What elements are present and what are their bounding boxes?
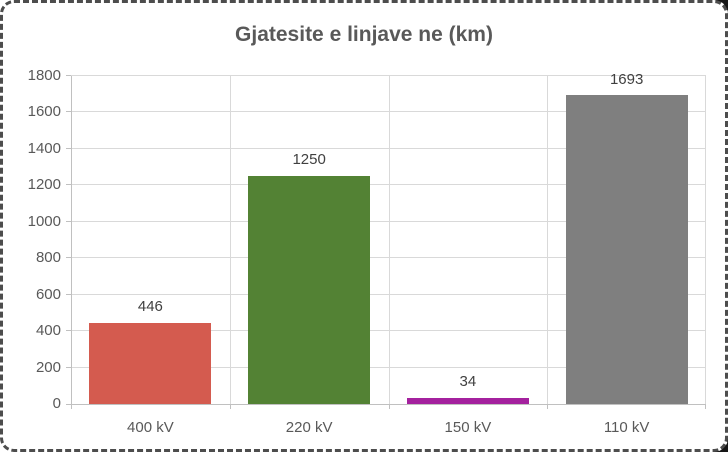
y-tick-label: 200 [35, 358, 61, 376]
y-axis-tick [66, 220, 71, 222]
category-label-150-kv: 150 kV [444, 419, 492, 436]
y-axis-line [71, 76, 72, 404]
y-tick-label: 1600 [27, 103, 61, 121]
y-axis-tick [66, 75, 71, 76]
y-tick-label: 400 [35, 322, 61, 340]
y-axis-tick [66, 147, 71, 149]
category-label-220-kv: 220 kV [285, 419, 333, 436]
chart-title: Gjatesite e linjave ne (km) [235, 23, 493, 46]
gridline-horizontal [71, 330, 706, 332]
y-tick-label: 0 [52, 395, 61, 412]
gridline-horizontal [71, 366, 706, 368]
y-axis-tick [66, 330, 71, 332]
y-tick-label: 1000 [27, 212, 61, 230]
y-tick-label: 600 [35, 285, 61, 303]
x-axis-line [71, 404, 706, 405]
gridline-horizontal [71, 147, 706, 149]
category-label-110-kv: 110 kV [603, 419, 650, 436]
category-label-400-kv: 400 kV [127, 419, 174, 436]
x-axis-tick [71, 404, 72, 409]
y-tick-label: 1400 [27, 139, 61, 157]
gridline-vertical [705, 76, 706, 404]
y-axis-tick [66, 366, 71, 368]
gridline-horizontal [71, 293, 706, 295]
gridline-horizontal [71, 111, 706, 113]
y-tick-label: 1200 [27, 176, 61, 194]
value-label-400-kv: 446 [137, 297, 163, 315]
gridline-horizontal [71, 184, 706, 186]
y-axis-tick [66, 404, 71, 405]
gridline-horizontal [71, 75, 706, 76]
bar-110-kv [565, 95, 688, 404]
y-tick-label: 800 [35, 249, 61, 267]
y-axis-tick [66, 111, 71, 113]
x-axis-tick [230, 404, 231, 409]
gridline-vertical [547, 76, 548, 404]
plot-area: 446 1250 34 1693 [66, 71, 706, 409]
gridline-vertical [389, 76, 390, 404]
bar-400-kv [89, 322, 212, 404]
x-axis-tick [547, 404, 548, 409]
value-label-110-kv: 1693 [609, 70, 644, 88]
x-axis-tick [705, 404, 706, 409]
bar-220-kv [248, 176, 371, 404]
y-axis-tick [66, 184, 71, 186]
gridline-vertical [230, 76, 231, 404]
y-axis-tick [66, 293, 71, 295]
value-label-220-kv: 1250 [292, 151, 326, 169]
value-label-150-kv: 34 [459, 372, 477, 390]
x-axis-tick [389, 404, 390, 409]
gridline-horizontal [71, 257, 706, 259]
y-axis-tick [66, 257, 71, 259]
y-tick-label: 1800 [27, 67, 61, 84]
bar-150-kv [406, 397, 529, 404]
gridline-horizontal [71, 220, 706, 222]
